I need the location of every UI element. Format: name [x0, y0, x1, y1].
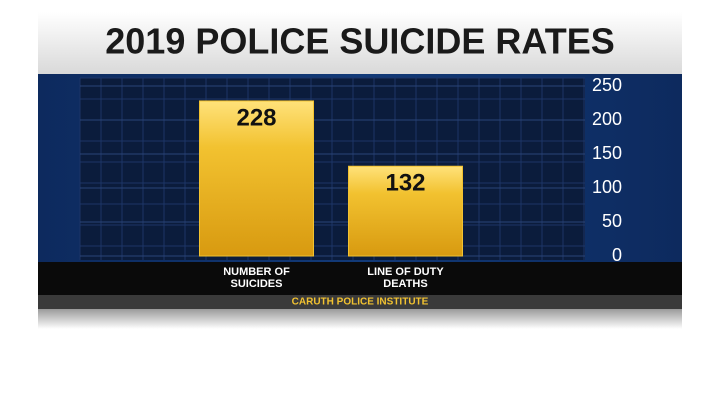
bar — [199, 100, 314, 257]
y-tick-label: 100 — [592, 177, 622, 197]
x-tick-label: LINE OF DUTY DEATHS — [367, 266, 444, 290]
value-label: 228 — [236, 104, 276, 131]
y-tick-label: 50 — [602, 211, 622, 231]
y-tick-label: 150 — [592, 143, 622, 163]
source-strip — [38, 295, 682, 309]
source: CARUTH POLICE INSTITUTE — [292, 297, 429, 308]
y-tick-label: 0 — [612, 245, 622, 265]
bar — [348, 165, 463, 257]
y-tick-label: 200 — [592, 109, 622, 129]
value-label: 132 — [385, 170, 425, 197]
x-tick-label: NUMBER OF SUICIDES — [223, 266, 290, 290]
title-banner — [38, 12, 682, 74]
y-tick-label: 250 — [592, 75, 622, 95]
category-strip — [38, 262, 682, 295]
chart-title: 2019 POLICE SUICIDE RATES — [105, 21, 614, 62]
footer-fade — [38, 309, 682, 329]
